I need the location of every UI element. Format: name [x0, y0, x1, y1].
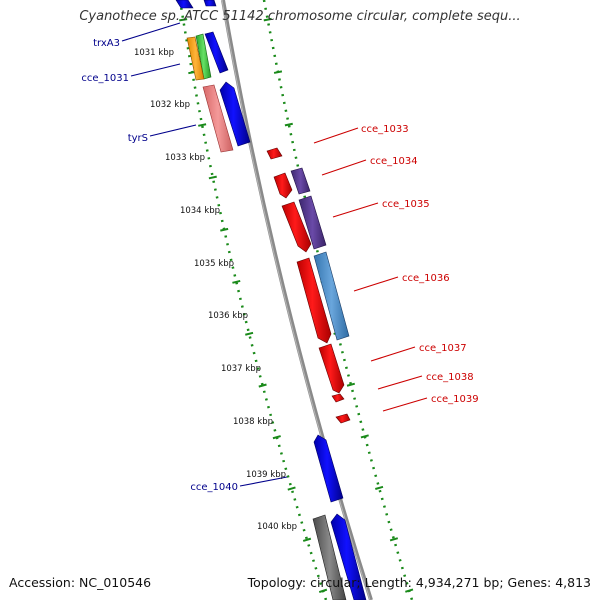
gene-label-cce_1033[interactable]: cce_1033: [361, 124, 409, 135]
ruler-tick: [346, 382, 356, 387]
gene-bottom-cog-box[interactable]: [312, 514, 347, 600]
gene-cce_1038-arrow[interactable]: [331, 393, 345, 403]
ruler-tick: [389, 537, 399, 542]
gene-cce_1036-cog-box[interactable]: [313, 251, 350, 341]
genome-backbone-highlight: [221, 0, 371, 600]
gene-label-cce_1031[interactable]: cce_1031: [81, 73, 129, 84]
gene-arrow-top-partial[interactable]: [175, 0, 217, 9]
gene-label-cce_1034[interactable]: cce_1034: [370, 156, 418, 167]
right-guide-line: [262, 0, 414, 600]
left-guide-line: [178, 0, 328, 600]
gene-cce_1033-arrow[interactable]: [266, 147, 283, 160]
gene-label-cce_1037[interactable]: cce_1037: [419, 343, 467, 354]
gene-cce_1039-arrow[interactable]: [335, 413, 351, 424]
gene-bottom-arrow[interactable]: [330, 513, 367, 600]
ruler-label: 1040 kbp: [257, 522, 297, 532]
gene-cce_1037-arrow[interactable]: [318, 343, 345, 394]
ruler-tick: [198, 123, 207, 127]
ruler-tick: [375, 485, 384, 490]
gene-label-cce_1036[interactable]: cce_1036: [402, 273, 450, 284]
accession-text: Accession: NC_010546: [9, 575, 152, 590]
ruler-tick: [272, 435, 281, 440]
ruler-labels: 1031 kbp 1032 kbp 1033 kbp 1034 kbp 1035…: [134, 48, 297, 532]
gene-cce_1031-arrow[interactable]: [186, 36, 205, 81]
ruler-label: 1035 kbp: [194, 259, 234, 269]
ruler-tick: [245, 331, 254, 336]
gene-label-tyrS[interactable]: tyrS: [128, 133, 148, 144]
ruler-tick: [273, 70, 283, 74]
ruler-tick: [179, 18, 188, 22]
gene-tyrS-cog-box[interactable]: [202, 84, 234, 153]
gene-label-cce_1035[interactable]: cce_1035: [382, 199, 430, 210]
right-label-leaders: [313, 127, 428, 412]
ruler-tick: [263, 17, 272, 22]
gene-cce_1035-cog-box[interactable]: [298, 195, 327, 250]
gene-blue-1031-arrow[interactable]: [204, 31, 229, 74]
ruler-label: 1037 kbp: [221, 364, 261, 374]
ruler-tick: [284, 122, 293, 127]
ruler-label: 1034 kbp: [180, 206, 220, 216]
gene-label-trxA3[interactable]: trxA3: [93, 38, 120, 49]
right-gene-labels: cce_1033 cce_1034 cce_1035 cce_1036 cce_…: [361, 124, 479, 405]
left-label-leaders: [121, 22, 288, 487]
genome-backbone: [221, 0, 373, 600]
genome-stats-text: Topology: circular; Length: 4,934,271 bp…: [247, 575, 591, 590]
ruler-tick: [258, 383, 267, 388]
ruler-tick: [302, 537, 312, 542]
left-gene-labels: trxA3 cce_1031 tyrS cce_1040: [81, 38, 238, 493]
ruler-tick: [220, 227, 229, 232]
gene-cce_1034-cog-box[interactable]: [290, 167, 311, 195]
ruler-tick: [208, 175, 217, 180]
gene-cce_1040-arrow[interactable]: [313, 434, 344, 503]
ruler-tick: [232, 279, 241, 284]
ruler-tick: [287, 486, 296, 491]
ruler-label: 1032 kbp: [150, 100, 190, 110]
gene-trxA3-arrow[interactable]: [195, 33, 212, 80]
gene-label-cce_1039[interactable]: cce_1039: [431, 394, 479, 405]
ruler-label: 1036 kbp: [208, 311, 248, 321]
map-title: Cyanothece sp. ATCC 51142 chromosome cir…: [79, 9, 521, 24]
gene-tyrS-arrow[interactable]: [219, 81, 251, 147]
ruler-tick: [318, 588, 328, 594]
ruler-tick: [405, 588, 414, 593]
ruler-label: 1031 kbp: [134, 48, 174, 58]
gene-cce_1034-arrow[interactable]: [273, 172, 293, 199]
ruler-label: 1039 kbp: [246, 470, 286, 480]
ruler-label: 1038 kbp: [233, 417, 273, 427]
gene-cce_1035-arrow[interactable]: [281, 201, 312, 253]
gene-label-cce_1040[interactable]: cce_1040: [190, 482, 238, 493]
ruler-tick: [360, 434, 369, 439]
ruler-label: 1033 kbp: [165, 153, 205, 163]
gene-label-cce_1038[interactable]: cce_1038: [426, 372, 474, 383]
gene-cce_1036-arrow[interactable]: [296, 257, 332, 344]
